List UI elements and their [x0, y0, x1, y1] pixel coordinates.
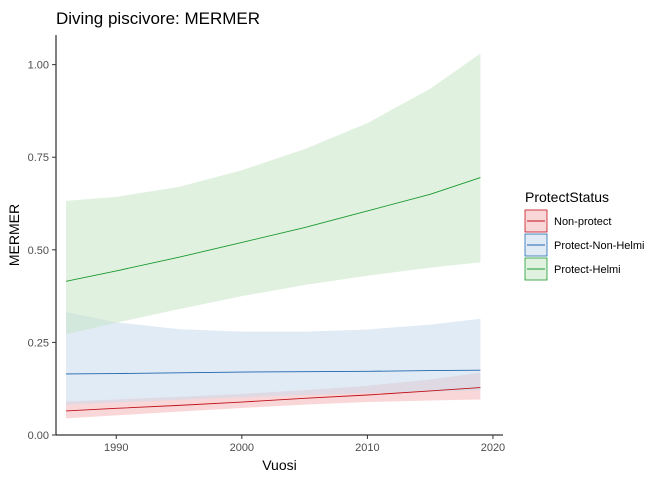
line-protect-non-helmi: [66, 369, 481, 375]
y-tick-label: 0.50: [28, 245, 49, 257]
trend-lines: [65, 177, 481, 412]
legend-label-non-protect: Non-protect: [554, 216, 611, 228]
x-axis-title: Vuosi: [262, 457, 297, 473]
legend-title: ProtectStatus: [525, 189, 609, 205]
x-tick-label: 2000: [230, 442, 254, 454]
x-tick-label: 1990: [104, 442, 128, 454]
y-axis-ticks: 0.00 0.25 0.50 0.75 1.00: [28, 60, 56, 442]
legend-item-protect-non-helmi: Protect-Non-Helmi: [524, 233, 644, 257]
y-tick-label: 0.75: [28, 152, 49, 164]
y-tick-label: 1.00: [28, 60, 49, 72]
confidence-ribbons: [66, 53, 481, 419]
line-protect-helmi: [65, 177, 481, 282]
x-tick-label: 2020: [481, 442, 505, 454]
legend-item-non-protect: Non-protect: [524, 209, 611, 233]
ribbon-protect-non-helmi: [66, 312, 481, 405]
plot-area: [65, 53, 481, 419]
y-tick-label: 0.25: [28, 337, 49, 349]
ribbon-protect-helmi: [66, 53, 481, 335]
legend-label-protect-non-helmi: Protect-Non-Helmi: [554, 240, 644, 252]
legend-keys: Non-protect Protect-Non-Helmi Protect-Helm…: [524, 209, 644, 281]
line-non-protect: [66, 387, 481, 412]
y-tick-label: 0.00: [28, 430, 49, 442]
chart-title: Diving piscivore: MERMER: [56, 9, 260, 28]
y-axis-title: MERMER: [6, 204, 22, 266]
x-tick-label: 2010: [355, 442, 379, 454]
legend-label-protect-helmi: Protect-Helmi: [554, 264, 621, 276]
legend-item-protect-helmi: Protect-Helmi: [524, 257, 621, 281]
legend: ProtectStatus Non-protect Protect-Non-Hel…: [524, 189, 644, 281]
x-axis-ticks: 1990 2000 2010 2020: [104, 435, 505, 454]
